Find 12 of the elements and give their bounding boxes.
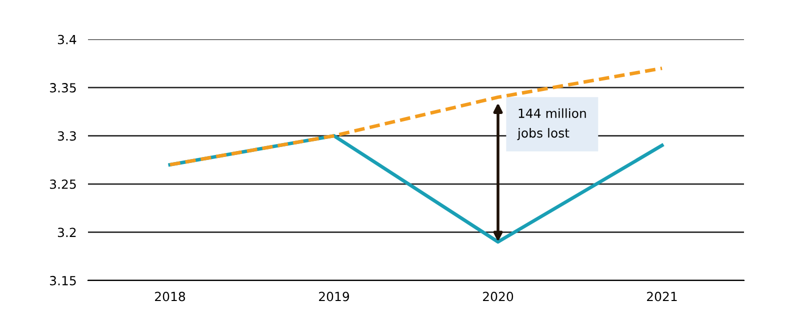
y-tick-label: 3.3 (58, 131, 76, 141)
y-tick-label: 3.25 (50, 179, 76, 189)
y-tick-label: 3.15 (50, 276, 76, 286)
x-tick-label: 2019 (319, 292, 350, 302)
y-tick-label: 3.35 (50, 83, 76, 93)
annotation: 144 million jobs lost (517, 108, 586, 140)
x-tick-label: 2018 (155, 292, 186, 302)
x-tick-label: 2020 (483, 292, 514, 302)
y-tick-label: 3.4 (58, 34, 76, 44)
line-series (168, 66, 664, 166)
y-tick-label: 3.2 (58, 228, 76, 238)
x-tick-label: 2021 (647, 292, 677, 302)
